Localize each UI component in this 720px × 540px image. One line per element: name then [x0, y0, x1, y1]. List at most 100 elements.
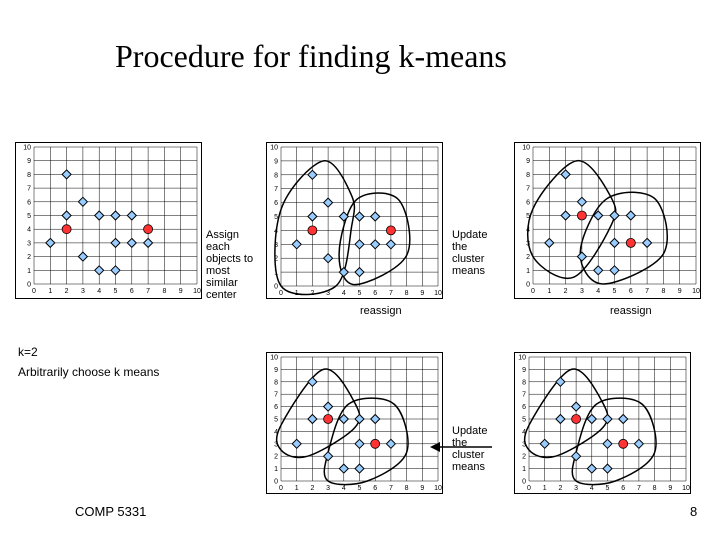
svg-text:6: 6	[373, 290, 377, 297]
svg-text:0: 0	[279, 290, 283, 297]
svg-text:0: 0	[27, 282, 31, 289]
svg-text:10: 10	[522, 145, 530, 152]
svg-text:3: 3	[574, 485, 578, 492]
svg-text:8: 8	[274, 379, 278, 386]
svg-text:6: 6	[27, 199, 31, 206]
footer-course: COMP 5331	[75, 504, 146, 519]
svg-text:8: 8	[27, 172, 31, 179]
svg-text:10: 10	[434, 290, 442, 297]
svg-text:6: 6	[629, 288, 633, 295]
svg-text:4: 4	[590, 485, 594, 492]
svg-text:9: 9	[274, 367, 278, 374]
annot-reassign-2: reassign	[610, 305, 652, 317]
svg-text:5: 5	[522, 417, 526, 424]
svg-text:1: 1	[48, 288, 52, 295]
svg-text:8: 8	[653, 485, 657, 492]
svg-text:9: 9	[420, 485, 424, 492]
svg-text:5: 5	[613, 288, 617, 295]
annot-k2: k=2	[18, 345, 38, 359]
svg-text:9: 9	[526, 158, 530, 165]
svg-text:8: 8	[526, 172, 530, 179]
svg-text:5: 5	[358, 290, 362, 297]
svg-text:10: 10	[270, 145, 278, 152]
svg-text:6: 6	[373, 485, 377, 492]
chart-1: 012345678910012345678910	[15, 142, 202, 299]
svg-text:2: 2	[526, 254, 530, 261]
svg-text:0: 0	[279, 485, 283, 492]
chart-2: 012345678910012345678910	[266, 142, 443, 299]
svg-text:7: 7	[27, 186, 31, 193]
svg-text:5: 5	[114, 288, 118, 295]
svg-text:2: 2	[564, 288, 568, 295]
svg-text:2: 2	[274, 454, 278, 461]
svg-text:0: 0	[32, 288, 36, 295]
svg-text:0: 0	[531, 288, 535, 295]
svg-text:0: 0	[526, 282, 530, 289]
svg-text:4: 4	[342, 485, 346, 492]
svg-text:8: 8	[162, 288, 166, 295]
svg-text:2: 2	[27, 254, 31, 261]
annot-update-1: Update the cluster means	[452, 229, 502, 277]
svg-text:6: 6	[130, 288, 134, 295]
svg-text:3: 3	[326, 485, 330, 492]
svg-text:6: 6	[274, 404, 278, 411]
svg-text:4: 4	[27, 227, 31, 234]
svg-text:10: 10	[692, 288, 700, 295]
svg-text:9: 9	[179, 288, 183, 295]
chart-3: 012345678910012345678910	[514, 142, 701, 299]
svg-text:7: 7	[389, 290, 393, 297]
svg-text:6: 6	[522, 404, 526, 411]
svg-text:10: 10	[193, 288, 201, 295]
svg-text:9: 9	[678, 288, 682, 295]
svg-text:1: 1	[543, 485, 547, 492]
chart-5: 012345678910012345678910	[514, 352, 691, 494]
svg-text:3: 3	[81, 288, 85, 295]
svg-text:7: 7	[274, 186, 278, 193]
slide-title: Procedure for finding k-means	[115, 38, 507, 75]
svg-text:3: 3	[580, 288, 584, 295]
svg-text:6: 6	[274, 200, 278, 207]
svg-text:9: 9	[522, 367, 526, 374]
arrow-icon	[430, 440, 495, 459]
annot-assign: Assign each objects to most similar cent…	[206, 229, 256, 301]
svg-text:8: 8	[405, 485, 409, 492]
svg-text:4: 4	[342, 290, 346, 297]
svg-text:5: 5	[274, 417, 278, 424]
annot-reassign-1: reassign	[360, 305, 402, 317]
svg-text:10: 10	[270, 355, 278, 362]
svg-text:0: 0	[527, 485, 531, 492]
svg-text:8: 8	[274, 172, 278, 179]
svg-text:5: 5	[606, 485, 610, 492]
svg-text:10: 10	[518, 355, 526, 362]
svg-text:9: 9	[420, 290, 424, 297]
svg-text:1: 1	[547, 288, 551, 295]
chart-4: 012345678910012345678910	[266, 352, 443, 494]
svg-text:3: 3	[27, 240, 31, 247]
svg-text:2: 2	[522, 454, 526, 461]
svg-text:1: 1	[295, 485, 299, 492]
svg-text:10: 10	[434, 485, 442, 492]
svg-text:10: 10	[682, 485, 690, 492]
svg-text:1: 1	[526, 268, 530, 275]
svg-text:5: 5	[27, 213, 31, 220]
svg-text:7: 7	[146, 288, 150, 295]
svg-text:7: 7	[274, 392, 278, 399]
svg-text:9: 9	[27, 158, 31, 165]
svg-text:4: 4	[596, 288, 600, 295]
svg-text:0: 0	[274, 284, 278, 291]
svg-text:2: 2	[558, 485, 562, 492]
svg-text:7: 7	[526, 186, 530, 193]
svg-text:7: 7	[637, 485, 641, 492]
svg-text:5: 5	[358, 485, 362, 492]
svg-text:8: 8	[522, 379, 526, 386]
svg-text:10: 10	[23, 145, 31, 152]
svg-text:4: 4	[97, 288, 101, 295]
svg-text:9: 9	[668, 485, 672, 492]
annot-choose-k: Arbitrarily choose k means	[18, 365, 168, 379]
svg-text:7: 7	[645, 288, 649, 295]
svg-text:6: 6	[621, 485, 625, 492]
svg-text:8: 8	[661, 288, 665, 295]
svg-text:2: 2	[310, 485, 314, 492]
svg-text:0: 0	[274, 479, 278, 486]
svg-text:9: 9	[274, 158, 278, 165]
